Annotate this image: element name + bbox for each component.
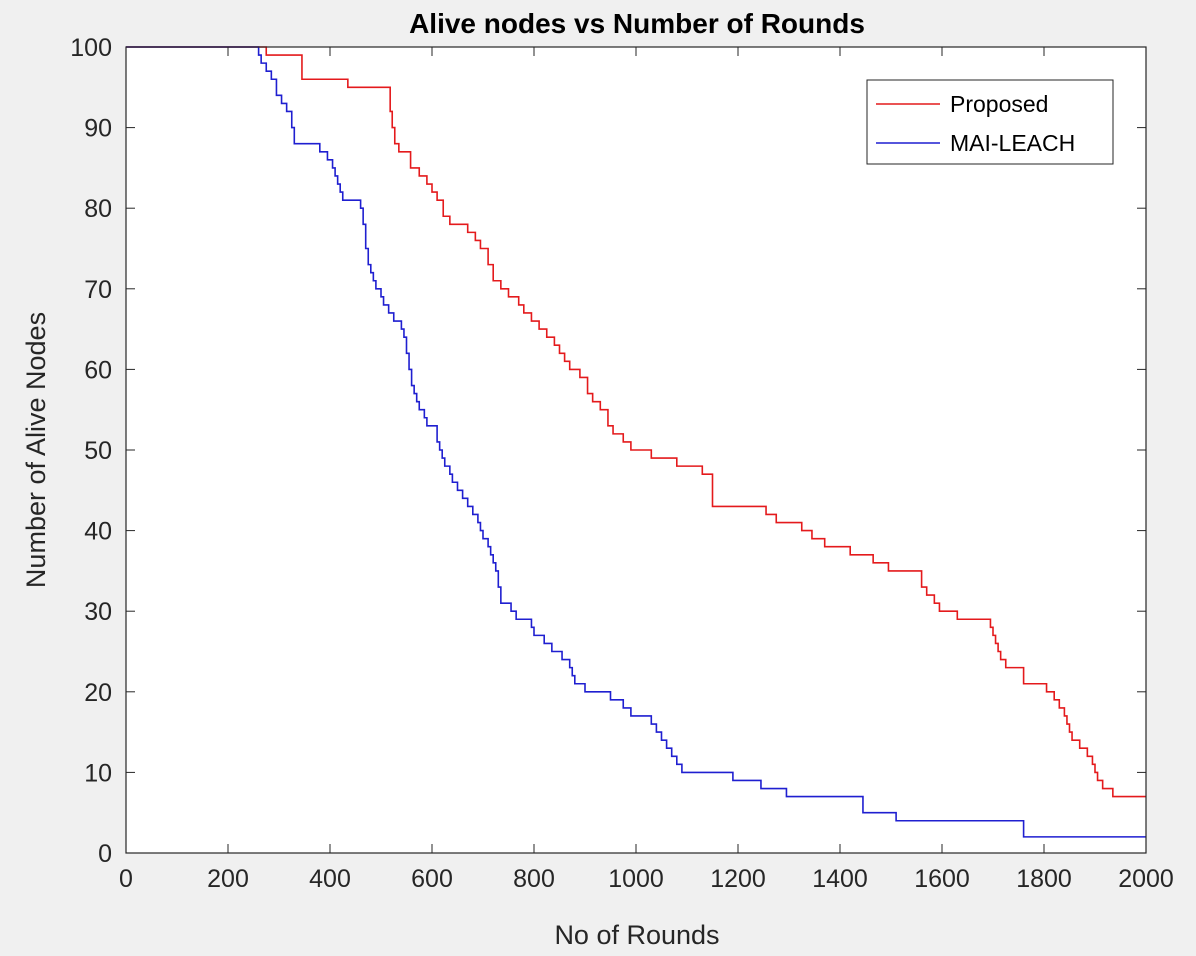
x-tick-label: 1600 bbox=[914, 865, 970, 893]
y-axis-label: Number of Alive Nodes bbox=[21, 312, 51, 588]
y-tick-label: 90 bbox=[84, 115, 112, 143]
x-tick-label: 1000 bbox=[608, 865, 664, 893]
x-tick-label: 1400 bbox=[812, 865, 868, 893]
legend: Proposed MAI-LEACH bbox=[866, 79, 1114, 165]
x-tick-label: 1800 bbox=[1016, 865, 1072, 893]
legend-label-mai-leach: MAI-LEACH bbox=[950, 130, 1075, 156]
x-tick-label: 1200 bbox=[710, 865, 766, 893]
y-tick-label: 50 bbox=[84, 437, 112, 465]
series-line-proposed bbox=[126, 46, 1146, 798]
x-axis-ticks: 0 200 400 600 800 1000 1200 1400 1600 1800 2000 bbox=[119, 47, 1174, 893]
y-tick-label: 80 bbox=[84, 195, 112, 223]
x-tick-label: 400 bbox=[309, 865, 351, 893]
x-tick-label: 0 bbox=[119, 865, 133, 893]
y-tick-label: 60 bbox=[84, 356, 112, 384]
series-layer bbox=[126, 46, 1146, 838]
series-line-mai-leach bbox=[126, 46, 1146, 838]
x-axis-label: No of Rounds bbox=[554, 920, 719, 950]
x-tick-label: 800 bbox=[513, 865, 555, 893]
y-tick-label: 100 bbox=[70, 34, 112, 62]
legend-label-proposed: Proposed bbox=[950, 91, 1048, 117]
x-tick-label: 200 bbox=[207, 865, 249, 893]
y-tick-label: 70 bbox=[84, 276, 112, 304]
legend-box bbox=[866, 79, 1114, 165]
y-tick-label: 30 bbox=[84, 598, 112, 626]
x-tick-label: 2000 bbox=[1118, 865, 1174, 893]
y-tick-label: 20 bbox=[84, 679, 112, 707]
y-axis-ticks: 0 10 20 30 40 50 60 70 80 90 100 bbox=[70, 34, 1146, 868]
chart-title: Alive nodes vs Number of Rounds bbox=[409, 8, 865, 39]
y-tick-label: 0 bbox=[98, 840, 112, 868]
y-tick-label: 10 bbox=[84, 759, 112, 787]
y-tick-label: 40 bbox=[84, 518, 112, 546]
x-tick-label: 600 bbox=[411, 865, 453, 893]
